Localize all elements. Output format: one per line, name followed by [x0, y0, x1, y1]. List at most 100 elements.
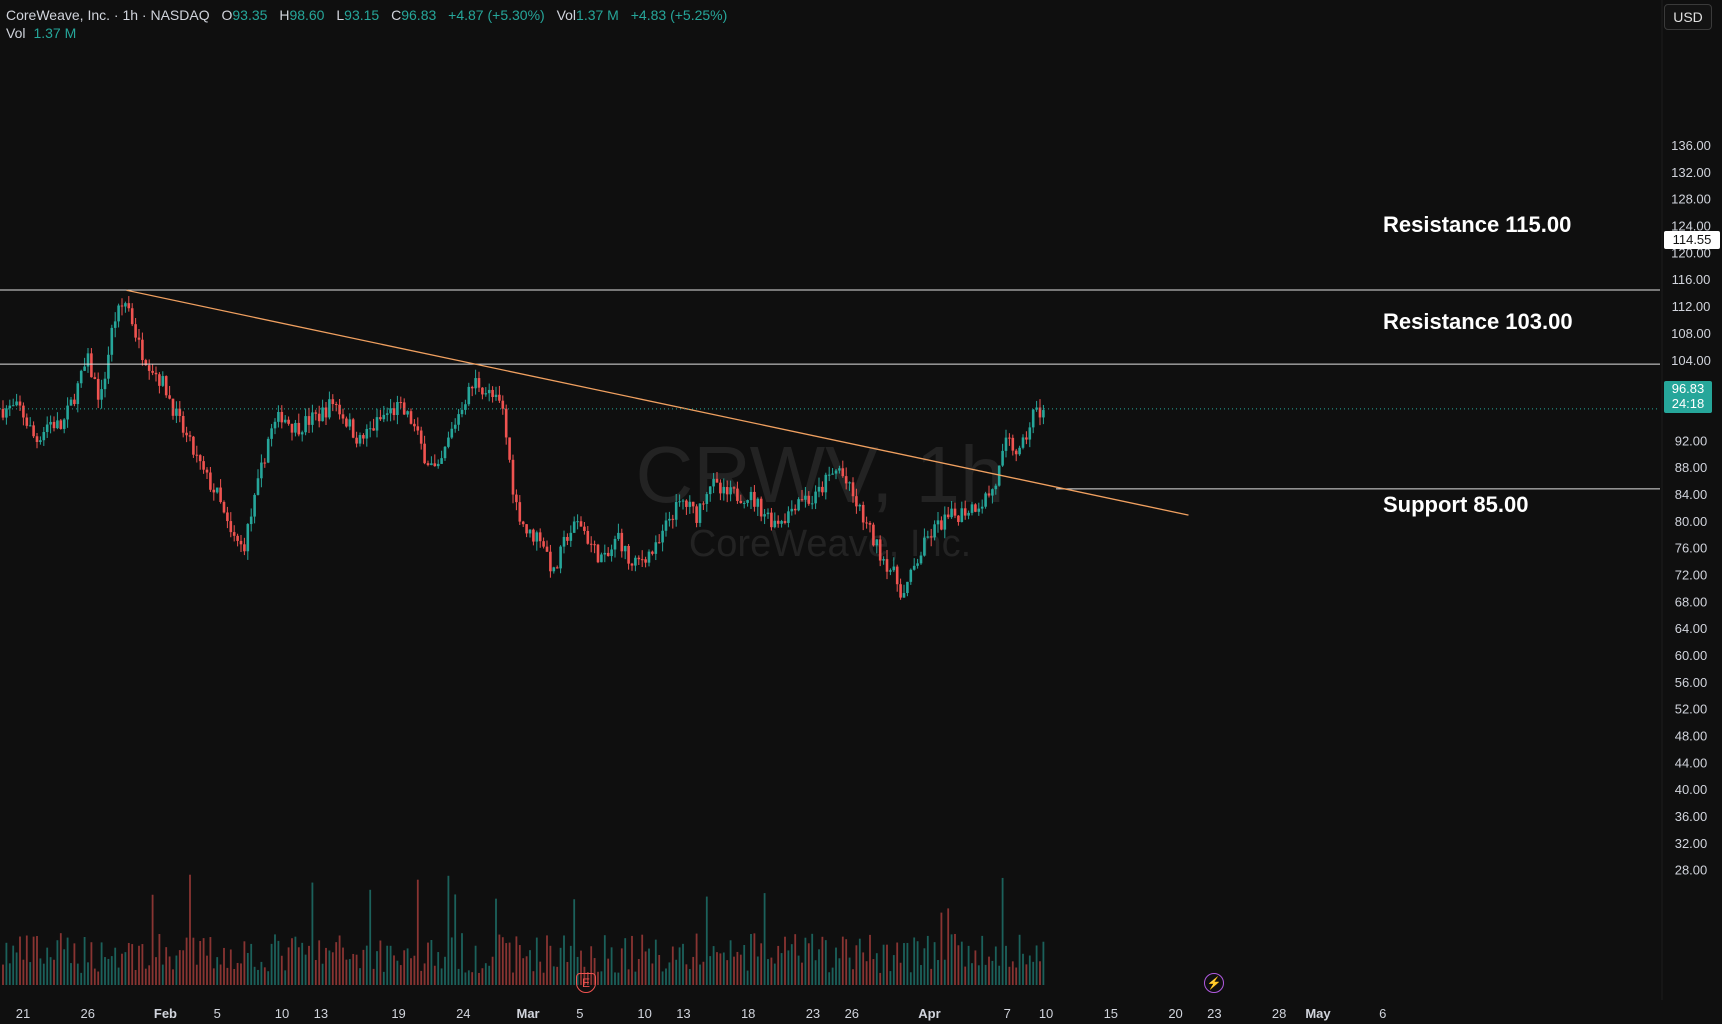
candle-body [912, 565, 916, 570]
candle-body [413, 423, 416, 427]
time-axis[interactable]: 21 26 Feb 5 10 13 19 24 Mar 5 10 13 18 23 26 Apr 7 10 15 20… [16, 1006, 1387, 1021]
volume-bar [444, 956, 446, 985]
volume-bar [1042, 941, 1045, 985]
volume-bar [318, 940, 321, 985]
volume-bar [688, 969, 691, 985]
time-tick-label: 5 [214, 1006, 221, 1021]
legend-close-value: 96.83 [401, 7, 437, 23]
resistance-103-label[interactable]: Resistance 103.00 [1383, 309, 1573, 334]
candle-body [583, 526, 586, 531]
time-tick-label: 21 [16, 1006, 30, 1021]
candle-body [362, 435, 365, 439]
candle-body [991, 489, 994, 496]
candle-body [300, 432, 304, 435]
volume-bar [481, 968, 484, 985]
candle-body [875, 539, 879, 546]
volume-bar [600, 971, 603, 985]
candle-body [617, 532, 620, 539]
volume-bar [155, 957, 157, 985]
volume-bar [614, 972, 616, 985]
volume-bar [178, 950, 181, 985]
volume-bar [325, 947, 327, 985]
volume-bar [957, 945, 960, 985]
volume-bar [937, 960, 939, 985]
candle-body [919, 555, 923, 564]
time-tick-label: 10 [1039, 1006, 1053, 1021]
volume-bar [1028, 955, 1031, 985]
volume-bar [790, 944, 793, 985]
volume-bar [661, 971, 664, 985]
price-axis[interactable]: 28.00 32.00 36.00 40.00 44.00 48.00 52.00 56.00… [1671, 138, 1711, 878]
candle-body [736, 488, 739, 501]
candle-body [576, 521, 579, 523]
candle-body [868, 523, 872, 525]
volume-bar [971, 963, 973, 985]
volume-bar [824, 940, 827, 985]
volume-bar [930, 968, 933, 985]
volume-bar [651, 963, 654, 985]
legend-row-ohlc: CoreWeave, Inc. · 1h · NASDAQ O93.35 H98… [6, 6, 727, 24]
volume-bar [2, 964, 4, 985]
volume-bar [229, 949, 232, 985]
volume-row-label[interactable]: Vol [6, 25, 26, 41]
candle-body [851, 482, 855, 497]
candle-body [987, 493, 991, 496]
candle-body [331, 399, 335, 405]
candle-body [260, 462, 263, 479]
candle-body [226, 512, 229, 522]
volume-bar [702, 961, 705, 985]
legend-symbol[interactable]: CoreWeave, Inc. · 1h · NASDAQ [6, 7, 210, 23]
volume-bar [549, 945, 552, 985]
volume-bar [556, 966, 559, 985]
candle-body [885, 559, 889, 572]
candle-body [824, 474, 828, 493]
price-tick-label: 28.00 [1675, 863, 1708, 878]
volume-bar [746, 970, 749, 985]
resistance-115-label[interactable]: Resistance 115.00 [1383, 212, 1572, 237]
candle-body [511, 459, 515, 495]
candle-body [484, 393, 488, 395]
volume-bar [896, 942, 899, 985]
volume-bar [342, 947, 344, 985]
earnings-marker-icon[interactable]: E [576, 973, 596, 993]
candle-body [542, 541, 545, 547]
volume-bar [294, 936, 297, 985]
dividend-lightning-icon[interactable]: ⚡ [1204, 973, 1224, 993]
candle-body [790, 508, 794, 512]
volume-bar [209, 937, 212, 985]
candle-body [69, 399, 73, 406]
candle-body [389, 408, 392, 414]
volume-bar [175, 955, 178, 985]
support-85-label[interactable]: Support 85.00 [1383, 492, 1529, 517]
currency-button[interactable]: USD [1664, 4, 1712, 30]
candle-body [229, 521, 233, 533]
volume-bar [345, 959, 348, 985]
time-tick-label: Mar [516, 1006, 539, 1021]
candle-body [39, 440, 42, 442]
candle-body [236, 535, 239, 541]
candle-body [940, 520, 943, 530]
candle-body [773, 520, 777, 528]
drawn-lines[interactable] [0, 289, 1660, 516]
volume-bar [1018, 934, 1021, 985]
candle-body [620, 532, 624, 552]
volume-bar [495, 898, 497, 985]
candle-body [263, 462, 267, 464]
candle-body [637, 557, 641, 560]
volume-bar [488, 965, 491, 985]
volume-bar [648, 948, 650, 985]
legend-row-volume: Vol 1.37 M [6, 24, 727, 42]
volume-bar [131, 944, 134, 985]
candle-body [1011, 437, 1015, 451]
candle-body [304, 416, 307, 433]
candle-body [593, 544, 596, 546]
candle-body [56, 420, 59, 429]
volume-bar [733, 956, 735, 985]
volume-bar [818, 949, 820, 985]
volume-bar [212, 968, 215, 985]
candle-body [872, 524, 875, 546]
volume-bar [855, 945, 858, 985]
volume-bar [110, 956, 113, 985]
volume-bar [954, 933, 956, 985]
